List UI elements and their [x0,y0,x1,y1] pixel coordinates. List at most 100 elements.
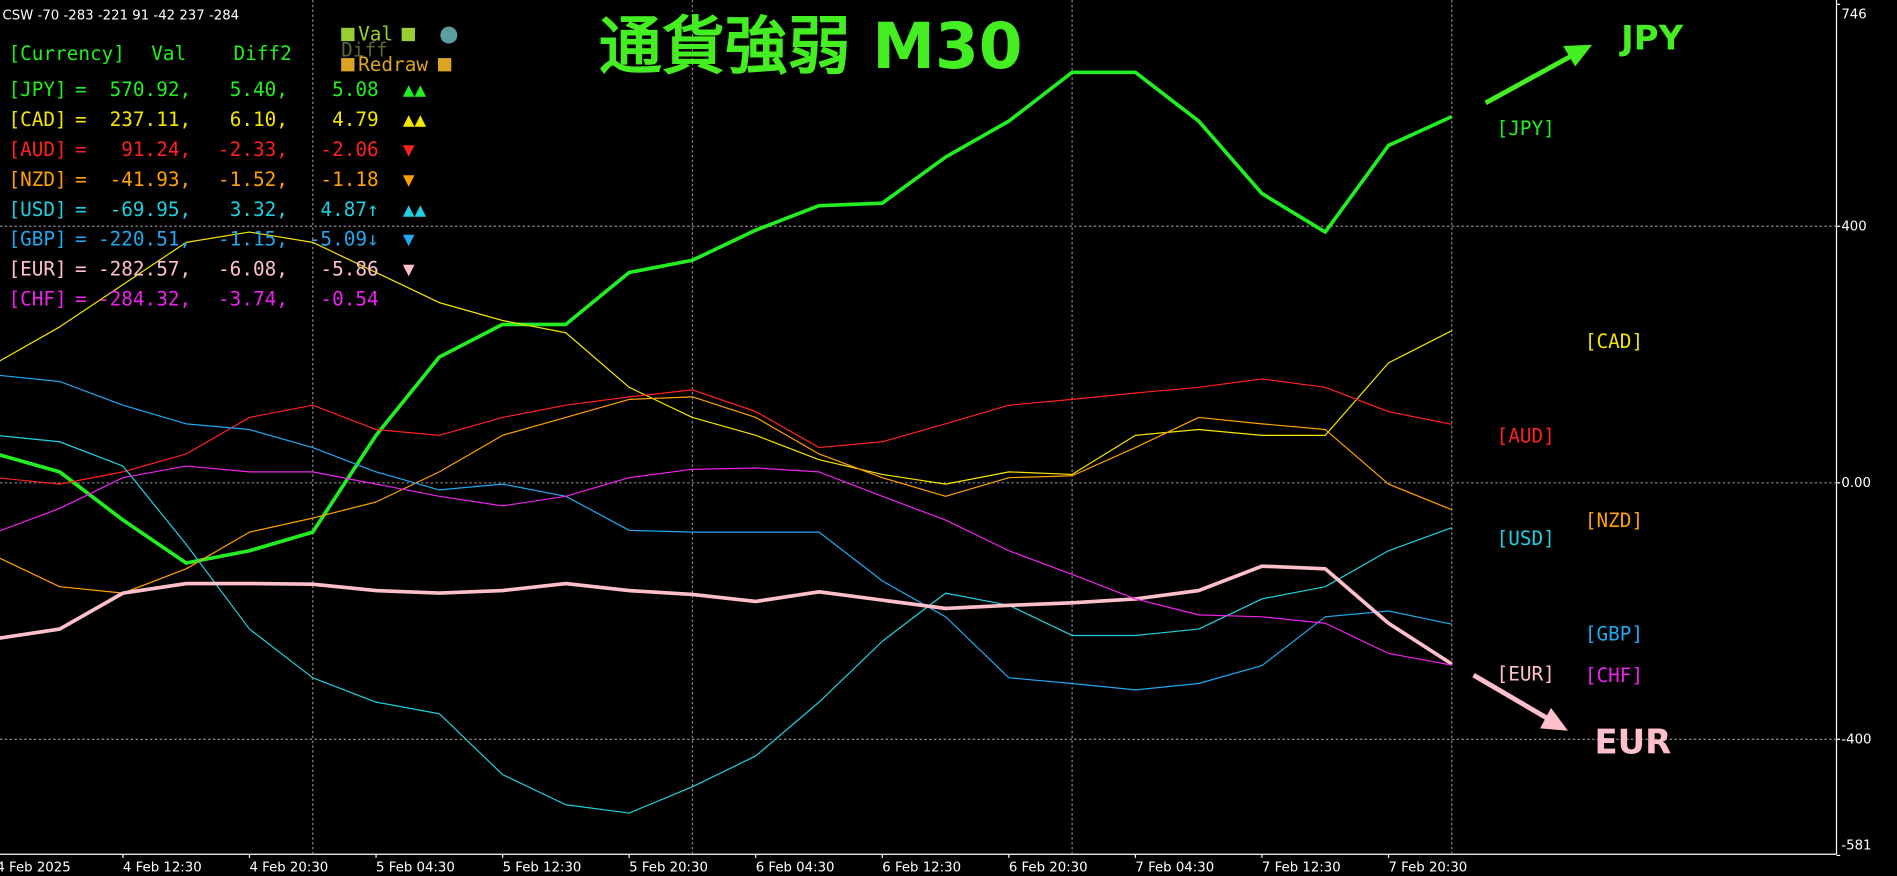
x-tick-label: 7 Feb 12:30 [1262,861,1341,876]
annotation-arrowhead [1540,707,1568,731]
x-tick-label: 5 Feb 04:30 [376,861,455,876]
grid [0,0,1841,858]
table-cell: ▼ [403,258,415,281]
button-val[interactable]: Val [358,23,393,46]
table: [JPY] = 570.92, 5.40, 5.08 ▲▲ [CAD] = 237.11, 6.1… [8,78,426,310]
table-cell: ▼ [403,168,415,191]
table-header: Diff2 [233,42,291,65]
table-cell: = [75,258,87,281]
table-cell: 6.10, [230,108,288,131]
series-line [0,396,1453,594]
legend-label: [EUR] [1497,663,1555,686]
y-tick-label: 746 [1841,8,1866,23]
table-cell: -0.54 [320,287,378,310]
table-cell: 5.40, [230,78,288,101]
legend-label: [CHF] [1585,664,1643,687]
table-cell: [USD] [8,198,66,221]
y-tick-label: -400 [1841,732,1871,747]
table-cell: 237.11, [110,108,192,131]
annotation: EUR [1595,723,1672,762]
table-cell: 5.08 [332,78,379,101]
x-tick-label: 4 Feb 20:30 [249,861,328,876]
table-cell: -1.18 [320,168,378,191]
table-cell: = [75,78,87,101]
annotation-arrow [1484,51,1578,105]
button-square [401,27,415,42]
table-cell: ▼ [403,228,415,251]
table-cell: 91.24, [121,138,191,161]
annotation-arrow [1472,673,1554,724]
table-cell: 3.32, [230,198,288,221]
table-cell: 570.92, [110,78,192,101]
legend-label: [USD] [1497,527,1555,550]
button-square [437,58,452,72]
table-cell: -284.32, [98,287,191,310]
table-cell: [GBP] [8,228,66,251]
legend-label: [JPY] [1497,117,1555,140]
button-square [341,58,355,72]
y-tick-label: -581 [1841,839,1871,854]
series-line [0,70,1453,565]
series-line [0,231,1453,485]
table-cell: ▲▲ [403,198,427,221]
table-cell: -69.95, [110,198,192,221]
table-cell: -41.93, [110,168,192,191]
table-cell: = [75,138,87,161]
indicator-label: CSW -70 -283 -221 91 -42 237 -284 [2,9,239,24]
table-cell: [JPY] [8,78,66,101]
table-cell: -1.52, [218,168,288,191]
table-cell: -2.06 [320,138,378,161]
x-tick-label: 6 Feb 04:30 [756,861,835,876]
series-line [0,435,1452,814]
table-cell: = [75,108,87,131]
table-cell: = [75,168,87,191]
button-redraw[interactable]: Redraw [358,53,428,76]
table-cell: = [75,228,87,251]
x-tick-label: 7 Feb 20:30 [1389,861,1468,876]
table-cell: [NZD] [8,168,66,191]
table-cell: [CAD] [8,108,66,131]
x-tick-label: 4 Feb 2025 [0,861,71,876]
series-line [0,374,1452,691]
table-cell: -220.51, [98,228,191,251]
x-tick-label: 7 Feb 04:30 [1135,861,1214,876]
table-header: [Currency] [8,42,124,65]
table-cell: [EUR] [8,258,66,281]
series-line [0,378,1452,485]
table-cell: -3.74, [218,287,288,310]
button-diff[interactable]: Diff [341,38,388,61]
table-cell: -1.15, [218,228,288,251]
x-tick-label: 6 Feb 12:30 [882,861,961,876]
series-line [0,465,1452,666]
x-tick-label: 6 Feb 20:30 [1009,861,1088,876]
legend-label: [GBP] [1585,623,1643,646]
series-line [0,564,1453,666]
legend-label: [AUD] [1497,424,1555,447]
annotation: JPY [1619,18,1683,57]
chart-title: 通貨強弱 M30 [599,10,1023,83]
x-tick-label: 5 Feb 20:30 [629,861,708,876]
table-cell: 4.87↑ [320,198,378,221]
button-square [341,27,355,42]
x-tick-label: 5 Feb 12:30 [503,861,582,876]
button-circle[interactable] [440,26,458,44]
y-tick-label: 0.00 [1841,476,1871,491]
series [0,70,1453,814]
table-cell: = [75,198,87,221]
table-cell: = [75,287,87,310]
legend-label: [NZD] [1585,509,1643,532]
legend-label: [CAD] [1585,330,1643,353]
table-cell: ▲▲ [403,78,427,101]
table-header: Val [151,42,186,65]
table-cell: 4.79 [332,108,379,131]
y-tick-label: 400 [1841,219,1866,234]
table-cell: -6.08, [218,258,288,281]
table-cell: ▼ [403,138,415,161]
table-cell: [CHF] [8,287,66,310]
table-cell: -5.86 [320,258,378,281]
table-cell: -2.33, [218,138,288,161]
table-cell: -282.57, [98,258,191,281]
